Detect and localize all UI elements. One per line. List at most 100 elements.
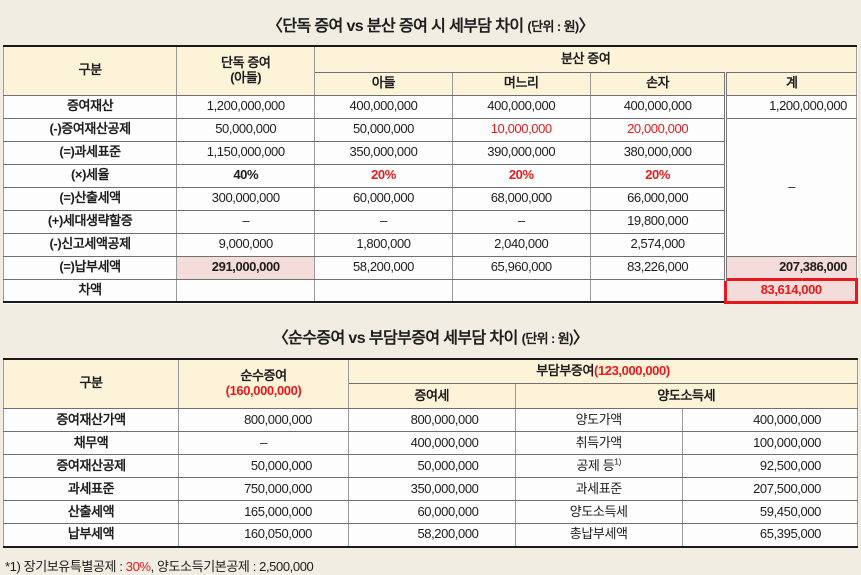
cell-total-highlight: 207,386,000 bbox=[726, 256, 857, 279]
cell-son: 400,000,000 bbox=[315, 95, 452, 118]
cell-transfer-label: 과세표준 bbox=[515, 478, 682, 501]
cell-grandson: 66,000,000 bbox=[590, 187, 726, 210]
cell-transfer-label: 공제 등1) bbox=[515, 455, 682, 478]
table2-title-text: 〈순수증여 vs 부담부증여 세부담 차이 bbox=[273, 330, 522, 347]
cell-gift-tax: 50,000,000 bbox=[349, 455, 516, 478]
cell-gift-tax: 60,000,000 bbox=[349, 501, 516, 524]
header-split-gift-group: 분산 증여 bbox=[315, 46, 857, 72]
cell-pure: 165,000,000 bbox=[179, 501, 349, 524]
cell-grandson: 400,000,000 bbox=[590, 95, 726, 118]
table1-title-close: 〉 bbox=[579, 18, 594, 35]
cell-pure: 50,000,000 bbox=[179, 455, 349, 478]
cell-single-highlight: 291,000,000 bbox=[177, 256, 315, 279]
header-total: 계 bbox=[726, 72, 857, 95]
cell-transfer-value: 400,000,000 bbox=[682, 409, 857, 432]
table2-title-close: 〉 bbox=[573, 330, 588, 347]
cell-label: (=)산출세액 bbox=[4, 187, 177, 210]
single-vs-split-gift-table: 구분 단독 증여 (아들) 분산 증여 아들 며느리 손자 계 증여재산 1,2… bbox=[3, 45, 858, 304]
cell-single: 9,000,000 bbox=[177, 233, 315, 256]
header-onerous-gift-amount: (123,000,000) bbox=[594, 363, 670, 378]
table-row: 증여재산가액 800,000,000 800,000,000 양도가액 400,… bbox=[4, 409, 858, 432]
cell-pure: 800,000,000 bbox=[179, 409, 349, 432]
table-row: 차액 83,614,000 bbox=[4, 279, 857, 302]
cell-label: 채무액 bbox=[4, 432, 179, 455]
header-pure-gift-amount: (160,000,000) bbox=[181, 384, 346, 399]
table1-title: 〈단독 증여 vs 분산 증여 시 세부담 차이 (단위 : 원)〉 bbox=[0, 0, 861, 45]
cell-label: (=)납부세액 bbox=[4, 256, 177, 279]
cell-single: – bbox=[177, 210, 315, 233]
header-single-gift-line2: (아들) bbox=[179, 71, 312, 86]
cell-transfer-value: 100,000,000 bbox=[682, 432, 857, 455]
pure-vs-onerous-gift-table: 구분 순수증여 (160,000,000) 부담부증여(123,000,000)… bbox=[3, 358, 858, 548]
cell-grandson-empty bbox=[590, 279, 726, 302]
cell-single-empty bbox=[177, 279, 315, 302]
cell-label: 과세표준 bbox=[4, 478, 179, 501]
cell-label: (-)증여재산공제 bbox=[4, 118, 177, 141]
header-gubun: 구분 bbox=[4, 46, 177, 95]
cell-single: 1,200,000,000 bbox=[177, 95, 315, 118]
cell-son: 58,200,000 bbox=[315, 256, 452, 279]
transfer-label-text: 공제 등 bbox=[576, 458, 614, 473]
header-pure-gift: 순수증여 (160,000,000) bbox=[179, 359, 349, 409]
cell-daughter: 390,000,000 bbox=[452, 141, 590, 164]
footnote-prefix: *1) 장기보유특별공제 : bbox=[5, 559, 126, 574]
cell-single: 50,000,000 bbox=[177, 118, 315, 141]
header-gubun: 구분 bbox=[4, 359, 179, 409]
cell-pure: 750,000,000 bbox=[179, 478, 349, 501]
table-row: (=)납부세액 291,000,000 58,200,000 65,960,00… bbox=[4, 256, 857, 279]
footnote-suffix: , 양도소득기본공제 : 2,500,000 bbox=[151, 559, 314, 574]
cell-transfer-label: 양도가액 bbox=[515, 409, 682, 432]
table-row: 납부세액 160,050,000 58,200,000 총납부세액 65,395… bbox=[4, 524, 858, 547]
header-single-gift-line1: 단독 증여 bbox=[179, 56, 312, 71]
cell-gift-tax: 400,000,000 bbox=[349, 432, 516, 455]
header-daughter-in-law: 며느리 bbox=[452, 72, 590, 95]
cell-label: (-)신고세액공제 bbox=[4, 233, 177, 256]
table-row: 산출세액 165,000,000 60,000,000 양도소득세 59,450… bbox=[4, 501, 858, 524]
cell-daughter: 65,960,000 bbox=[452, 256, 590, 279]
cell-daughter-empty bbox=[452, 279, 590, 302]
cell-son-empty bbox=[315, 279, 452, 302]
table-row: 증여재산 1,200,000,000 400,000,000 400,000,0… bbox=[4, 95, 857, 118]
cell-pure: 160,050,000 bbox=[179, 524, 349, 547]
table-header-row: 구분 순수증여 (160,000,000) 부담부증여(123,000,000) bbox=[4, 359, 858, 384]
header-gift-tax: 증여세 bbox=[349, 384, 516, 409]
cell-single: 300,000,000 bbox=[177, 187, 315, 210]
cell-grandson: 19,800,000 bbox=[590, 210, 726, 233]
cell-transfer-value: 65,395,000 bbox=[682, 524, 857, 547]
cell-label: 산출세액 bbox=[4, 501, 179, 524]
cell-daughter: 400,000,000 bbox=[452, 95, 590, 118]
cell-label: 증여재산공제 bbox=[4, 455, 179, 478]
footnote: *1) 장기보유특별공제 : 30%, 양도소득기본공제 : 2,500,000 bbox=[0, 548, 861, 575]
cell-daughter: 10,000,000 bbox=[452, 118, 590, 141]
cell-daughter: 20% bbox=[452, 164, 590, 187]
cell-son: – bbox=[315, 210, 452, 233]
header-onerous-gift-group: 부담부증여(123,000,000) bbox=[349, 359, 858, 384]
cell-transfer-value: 59,450,000 bbox=[682, 501, 857, 524]
table-row: 증여재산공제 50,000,000 50,000,000 공제 등1) 92,5… bbox=[4, 455, 858, 478]
cell-son: 350,000,000 bbox=[315, 141, 452, 164]
cell-transfer-label: 총납부세액 bbox=[515, 524, 682, 547]
cell-label: (×)세율 bbox=[4, 164, 177, 187]
cell-transfer-value: 207,500,000 bbox=[682, 478, 857, 501]
table-header-row: 구분 단독 증여 (아들) 분산 증여 bbox=[4, 46, 857, 72]
table2-title: 〈순수증여 vs 부담부증여 세부담 차이 (단위 : 원)〉 bbox=[0, 304, 861, 358]
cell-label: (=)과세표준 bbox=[4, 141, 177, 164]
cell-gift-tax: 800,000,000 bbox=[349, 409, 516, 432]
table-row: 과세표준 750,000,000 350,000,000 과세표준 207,50… bbox=[4, 478, 858, 501]
cell-grandson: 83,226,000 bbox=[590, 256, 726, 279]
cell-grandson: 2,574,000 bbox=[590, 233, 726, 256]
cell-label: 증여재산 bbox=[4, 95, 177, 118]
cell-difference-value: 83,614,000 bbox=[726, 279, 857, 302]
table-row: (-)증여재산공제 50,000,000 50,000,000 10,000,0… bbox=[4, 118, 857, 141]
footnote-marker: 1) bbox=[614, 456, 621, 466]
cell-gift-tax: 350,000,000 bbox=[349, 478, 516, 501]
cell-total-merged-dash: – bbox=[726, 118, 857, 256]
cell-label: (+)세대생략할증 bbox=[4, 210, 177, 233]
cell-label: 차액 bbox=[4, 279, 177, 302]
cell-daughter: – bbox=[452, 210, 590, 233]
header-pure-gift-line1: 순수증여 bbox=[181, 369, 346, 384]
cell-grandson: 380,000,000 bbox=[590, 141, 726, 164]
cell-son: 60,000,000 bbox=[315, 187, 452, 210]
table2-title-unit: (단위 : 원) bbox=[522, 331, 573, 346]
table1-title-text: 〈단독 증여 vs 분산 증여 시 세부담 차이 bbox=[267, 18, 527, 35]
